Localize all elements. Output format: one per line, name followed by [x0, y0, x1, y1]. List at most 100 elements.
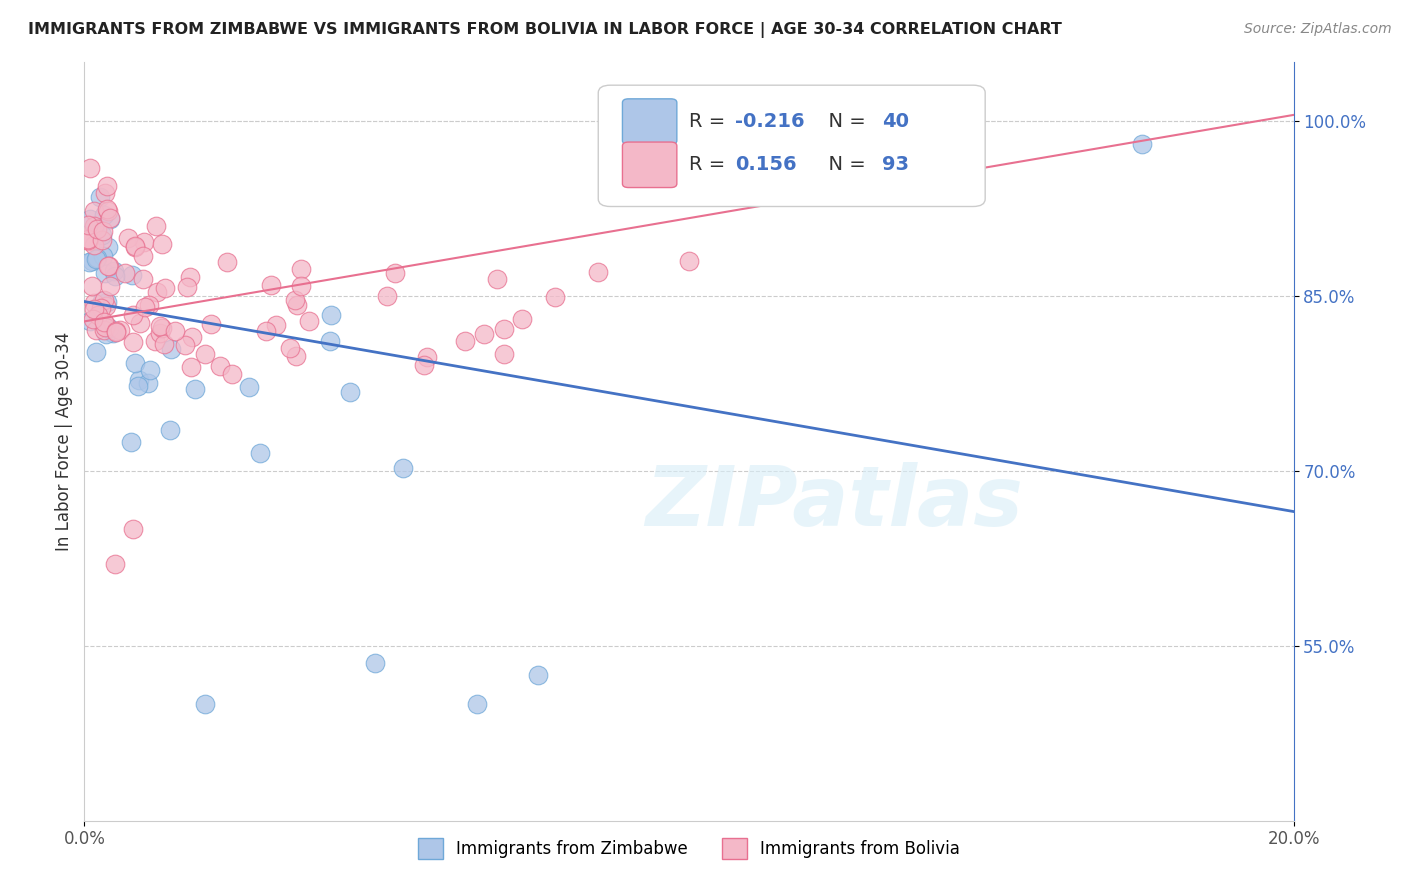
- Point: [290, 279, 312, 293]
- Point: [486, 272, 509, 286]
- Point: [165, 324, 187, 338]
- Point: [124, 239, 146, 253]
- Point: [160, 342, 183, 356]
- Point: [179, 270, 201, 285]
- Point: [260, 277, 283, 292]
- Point: [84, 344, 107, 359]
- Point: [96, 295, 118, 310]
- Point: [94, 186, 117, 200]
- Point: [79, 234, 101, 248]
- Point: [588, 265, 610, 279]
- Point: [339, 384, 361, 399]
- Point: [290, 262, 312, 277]
- Legend: Immigrants from Zimbabwe, Immigrants from Bolivia: Immigrants from Zimbabwe, Immigrants fro…: [412, 831, 966, 865]
- Point: [416, 350, 439, 364]
- Point: [391, 460, 413, 475]
- Point: [200, 318, 222, 332]
- Point: [90, 301, 112, 315]
- Point: [96, 178, 118, 193]
- Point: [98, 212, 121, 227]
- Point: [384, 266, 406, 280]
- Point: [93, 323, 115, 337]
- Point: [97, 259, 120, 273]
- Point: [101, 326, 124, 340]
- Point: [132, 248, 155, 262]
- Point: [527, 668, 550, 682]
- Text: N =: N =: [815, 112, 872, 131]
- Point: [93, 293, 115, 307]
- Point: [91, 224, 114, 238]
- Point: [139, 363, 162, 377]
- Point: [87, 309, 110, 323]
- Point: [183, 382, 205, 396]
- Point: [76, 232, 98, 246]
- Point: [472, 327, 495, 342]
- Point: [284, 293, 307, 307]
- Point: [122, 308, 145, 322]
- Text: Source: ZipAtlas.com: Source: ZipAtlas.com: [1244, 22, 1392, 37]
- Point: [79, 212, 101, 227]
- Point: [104, 325, 127, 339]
- Point: [93, 249, 115, 263]
- Text: ZIPatlas: ZIPatlas: [645, 462, 1024, 542]
- Point: [79, 161, 101, 175]
- Point: [96, 202, 118, 216]
- Point: [278, 341, 301, 355]
- Point: [319, 334, 342, 349]
- Point: [86, 251, 108, 265]
- Point: [108, 323, 131, 337]
- Point: [82, 312, 104, 326]
- Point: [678, 253, 700, 268]
- Point: [159, 423, 181, 437]
- Point: [138, 376, 160, 391]
- Point: [121, 268, 143, 283]
- Point: [79, 313, 101, 327]
- Point: [145, 334, 167, 348]
- Point: [494, 321, 516, 335]
- Point: [134, 301, 156, 315]
- Point: [152, 336, 174, 351]
- Point: [90, 233, 112, 247]
- Point: [104, 557, 127, 571]
- Point: [83, 219, 105, 233]
- Point: [132, 272, 155, 286]
- Y-axis label: In Labor Force | Age 30-34: In Labor Force | Age 30-34: [55, 332, 73, 551]
- Point: [77, 219, 100, 233]
- Point: [146, 285, 169, 299]
- FancyBboxPatch shape: [599, 85, 986, 207]
- Point: [77, 255, 100, 269]
- Point: [128, 373, 150, 387]
- Point: [492, 347, 515, 361]
- Text: R =: R =: [689, 155, 731, 174]
- Text: R =: R =: [689, 112, 731, 131]
- Point: [124, 356, 146, 370]
- Point: [96, 299, 118, 313]
- Point: [94, 326, 117, 341]
- Point: [83, 237, 105, 252]
- Point: [217, 255, 239, 269]
- Point: [149, 326, 172, 340]
- Point: [127, 379, 149, 393]
- Point: [194, 697, 217, 711]
- Point: [98, 278, 121, 293]
- Point: [86, 222, 108, 236]
- Point: [77, 233, 100, 247]
- Point: [319, 308, 342, 322]
- Point: [98, 211, 121, 225]
- Point: [544, 290, 567, 304]
- Point: [266, 318, 288, 333]
- Point: [454, 334, 477, 348]
- Point: [129, 317, 152, 331]
- Point: [238, 380, 260, 394]
- Point: [103, 264, 125, 278]
- Point: [249, 445, 271, 459]
- Point: [97, 321, 120, 335]
- Point: [80, 279, 103, 293]
- Point: [209, 359, 232, 373]
- Point: [104, 268, 127, 283]
- Point: [145, 219, 167, 233]
- Text: 0.156: 0.156: [735, 155, 797, 174]
- Point: [96, 318, 118, 332]
- Point: [117, 230, 139, 244]
- Point: [84, 323, 107, 337]
